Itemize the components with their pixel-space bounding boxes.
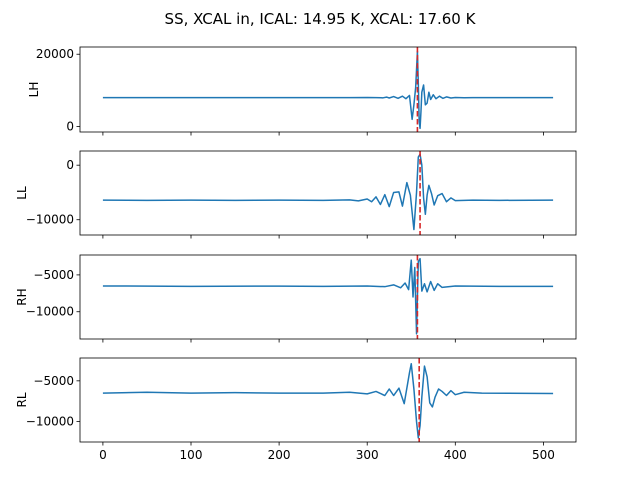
xtick-label-rl: 0 — [99, 448, 107, 462]
axes-frame-rl — [79, 357, 577, 443]
ytick-label-rh: −5000 — [33, 268, 74, 282]
ylabel-rl: RL — [15, 392, 29, 407]
axes-frame-lh — [79, 46, 577, 133]
ytick-label-rh: −10000 — [26, 305, 74, 319]
figure-title: SS, XCAL in, ICAL: 14.95 K, XCAL: 17.60 … — [165, 10, 477, 28]
ylabel-lh: LH — [27, 82, 41, 98]
axes-frame-ll — [79, 150, 577, 236]
xtick-label-rl: 400 — [444, 448, 467, 462]
series-line-rh — [102, 257, 554, 335]
subplot-rl: −5000 −10000 0 100 200 300 400 500 RL — [15, 357, 577, 462]
ytick-label-rl: −5000 — [33, 374, 74, 388]
ytick-label-ll: 0 — [66, 158, 74, 172]
ytick-label-ll: −10000 — [26, 213, 74, 227]
series-line-ll — [102, 153, 554, 231]
axes-frame-rh — [79, 254, 577, 340]
series-line-lh — [102, 50, 554, 130]
xtick-label-rl: 200 — [268, 448, 291, 462]
ytick-label-lh: 0 — [66, 120, 74, 134]
subplot-ll: 0 −10000 LL — [15, 150, 577, 239]
ylabel-rh: RH — [15, 288, 29, 305]
ytick-label-lh: 20000 — [36, 47, 74, 61]
xtick-label-rl: 500 — [532, 448, 555, 462]
xtick-label-rl: 300 — [356, 448, 379, 462]
xtick-label-rl: 100 — [180, 448, 203, 462]
ytick-label-rl: −10000 — [26, 415, 74, 429]
ylabel-ll: LL — [15, 186, 29, 200]
subplot-lh: 0 20000 LH — [27, 46, 577, 136]
series-line-rl — [102, 362, 554, 439]
